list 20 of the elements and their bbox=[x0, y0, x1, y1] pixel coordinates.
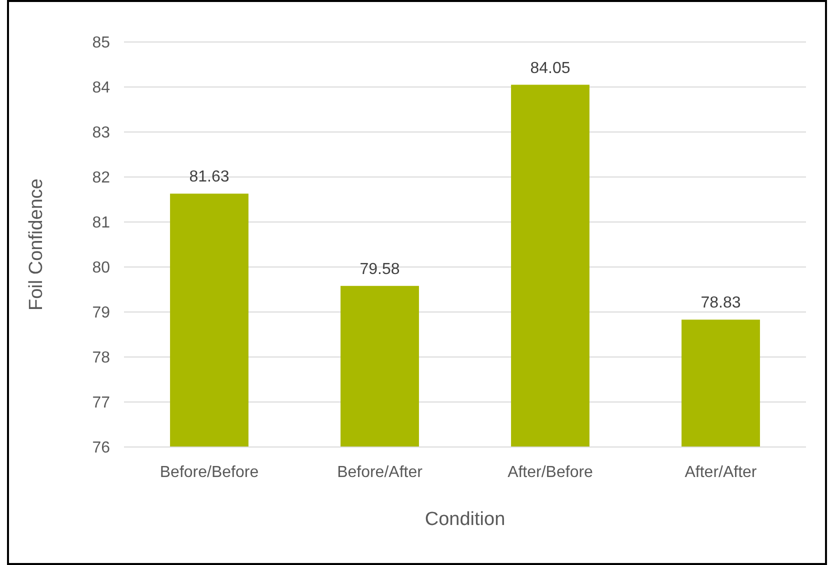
data-label: 79.58 bbox=[360, 260, 400, 278]
y-tick-label: 81 bbox=[92, 214, 110, 232]
y-tick-label: 85 bbox=[92, 34, 110, 52]
y-axis-title: Foil Confidence bbox=[26, 178, 47, 311]
x-tick-label: After/After bbox=[684, 464, 758, 481]
y-tick-label: 80 bbox=[92, 260, 110, 277]
y-tick-label: 83 bbox=[92, 124, 110, 142]
y-tick-label: 77 bbox=[92, 394, 110, 412]
x-tick-label: Before/After bbox=[337, 464, 424, 481]
x-axis-title: Condition bbox=[424, 509, 506, 530]
x-tick-label: After/Before bbox=[508, 464, 594, 481]
data-label: 81.63 bbox=[189, 168, 230, 186]
y-tick-label: 78 bbox=[92, 350, 110, 367]
y-tick-label: 82 bbox=[92, 170, 110, 187]
data-label: 84.05 bbox=[530, 60, 570, 77]
data-label: 78.83 bbox=[700, 294, 741, 312]
x-tick-label: Before/Before bbox=[160, 464, 259, 481]
y-tick-label: 84 bbox=[92, 80, 110, 97]
y-tick-label: 79 bbox=[92, 304, 110, 322]
y-tick-label: 76 bbox=[92, 440, 110, 457]
